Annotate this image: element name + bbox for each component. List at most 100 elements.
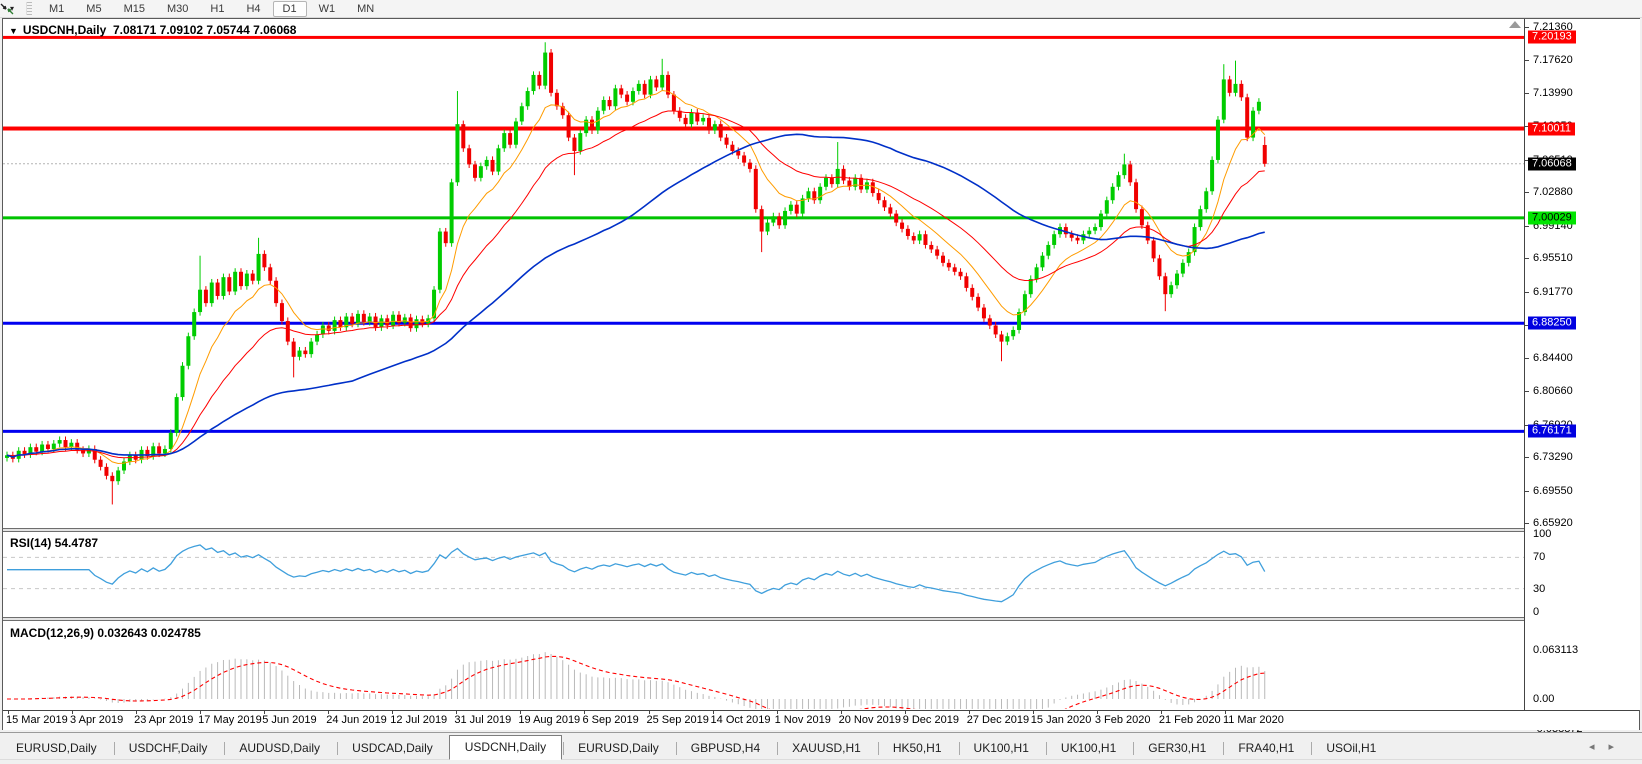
chart-tab-EURUSD-Daily[interactable]: EURUSD,Daily xyxy=(16,741,97,755)
date-tick xyxy=(968,711,970,714)
chart-tab-USOil-H1[interactable]: USOil,H1 xyxy=(1310,736,1392,760)
timeframe-button-H4[interactable]: H4 xyxy=(246,2,261,15)
macd-canvas[interactable] xyxy=(3,622,1524,709)
date-label: 17 May 2019 xyxy=(198,714,262,726)
chart-tab-XAUUSD-H1[interactable]: XAUUSD,H1 xyxy=(776,736,877,760)
toolbar-grip[interactable] xyxy=(26,2,33,15)
price-tick xyxy=(1525,92,1529,94)
date-tick xyxy=(136,711,138,714)
price-tick xyxy=(1525,159,1529,161)
plot-area[interactable]: ▼ USDCNH,Daily 7.08171 7.09102 7.05744 7.… xyxy=(3,19,1524,728)
price-tick xyxy=(1525,391,1529,393)
price-tick xyxy=(1525,424,1529,426)
price-badge-6.88250: 6.88250 xyxy=(1528,316,1576,330)
scroll-right-icon[interactable]: ▸ xyxy=(1608,741,1628,753)
level-line-6.8825[interactable] xyxy=(3,321,1524,325)
timeframe-button-M5[interactable]: M5 xyxy=(86,2,102,15)
rsi-label: RSI(14) 54.4787 xyxy=(10,536,99,550)
date-tick xyxy=(456,711,458,714)
price-tick xyxy=(1525,126,1529,128)
price-badge-6.76171: 6.76171 xyxy=(1528,424,1576,438)
rsi-axis-label: 100 xyxy=(1533,528,1552,540)
level-line-7.20193[interactable] xyxy=(3,35,1524,39)
chart-tab-USDCNH-Daily[interactable]: USDCNH,Daily xyxy=(448,735,563,760)
date-tick xyxy=(712,711,714,714)
chart-tab-UK100-H1[interactable]: UK100,H1 xyxy=(1045,736,1132,760)
date-tick xyxy=(904,711,906,714)
main-chart-canvas[interactable] xyxy=(3,19,1524,528)
chart-shift-marker[interactable] xyxy=(1509,21,1521,28)
date-label: 12 Jul 2019 xyxy=(390,714,448,726)
date-tick xyxy=(840,711,842,714)
chart-tab-UK100-H1[interactable]: UK100,H1 xyxy=(958,736,1045,760)
tool-dropdown-icon[interactable]: ▾ xyxy=(10,4,15,13)
timeframe-button-M15[interactable]: M15 xyxy=(123,2,145,15)
date-label: 19 Aug 2019 xyxy=(518,714,581,726)
ma-line-medium xyxy=(6,110,1265,459)
rsi-axis-label: 30 xyxy=(1533,582,1546,595)
chart-tab-GER30-H1[interactable]: GER30,H1 xyxy=(1132,736,1222,760)
macd-splitter[interactable] xyxy=(3,617,1639,621)
chart-tabs: EURUSD,Daily USDCHF,Daily AUDUSD,Daily USDC… xyxy=(0,735,1392,760)
date-tick xyxy=(1160,711,1162,714)
date-axis[interactable]: 15 Mar 2019 3 Apr 2019 23 Apr 2019 17 May 2… xyxy=(3,710,1639,730)
chart-tab-AUDUSD-Daily[interactable]: AUDUSD,Daily xyxy=(223,736,336,760)
macd-axis-label: 0.00 xyxy=(1533,693,1555,705)
chart-tab-HK50-H1[interactable]: HK50,H1 xyxy=(877,736,958,760)
date-tick xyxy=(1224,711,1226,714)
timeframe-buttons: M1 M5 M15 M30 H1 H4 D1 W1 MN xyxy=(38,0,385,17)
date-label: 14 Oct 2019 xyxy=(710,714,771,726)
rsi-axis-label: 0 xyxy=(1533,606,1540,618)
date-tick xyxy=(1032,711,1034,714)
date-tick xyxy=(648,711,650,714)
chart-tab-USDCAD-Daily[interactable]: USDCAD,Daily xyxy=(336,736,449,760)
scroll-left-icon[interactable]: ◂ xyxy=(1588,741,1609,753)
macd-axis-label: 0.063113 xyxy=(1533,644,1579,657)
timeframe-button-M1[interactable]: M1 xyxy=(49,2,65,15)
tab-scroll-arrows[interactable]: ◂▸ xyxy=(1589,740,1628,753)
ohlc-values: 7.08171 7.09102 7.05744 7.06068 xyxy=(112,23,297,37)
timeframe-button-MN[interactable]: MN xyxy=(357,2,375,15)
date-label: 5 Jun 2019 xyxy=(262,714,317,726)
symbol-dropdown-icon[interactable]: ▼ xyxy=(9,26,18,36)
price-axis[interactable]: 7.213607.176207.139907.102507.065107.028… xyxy=(1524,19,1640,735)
rsi-canvas[interactable] xyxy=(3,533,1524,617)
candles-group xyxy=(5,42,1267,505)
date-label: 20 Nov 2019 xyxy=(838,714,902,726)
level-line-6.76171[interactable] xyxy=(3,429,1524,433)
date-label: 31 Jul 2019 xyxy=(454,714,512,726)
date-tick xyxy=(328,711,330,714)
timeframe-button-W1[interactable]: W1 xyxy=(318,2,336,15)
price-tick-label: 6.73290 xyxy=(1533,451,1573,464)
chart-tab-EURUSD-Daily[interactable]: EURUSD,Daily xyxy=(562,736,675,760)
timeframe-button-M30[interactable]: M30 xyxy=(166,2,189,15)
price-badge-7.20193: 7.20193 xyxy=(1528,30,1576,44)
date-tick xyxy=(200,711,202,714)
price-tick-label: 7.17620 xyxy=(1533,54,1573,67)
chart-tab-FRA40-H1[interactable]: FRA40,H1 xyxy=(1222,736,1310,760)
price-badge-7.00029: 7.00029 xyxy=(1528,211,1576,225)
level-line-7.10011[interactable] xyxy=(3,126,1524,131)
price-tick xyxy=(1525,258,1529,260)
price-tick-label: 6.91770 xyxy=(1533,285,1573,298)
timeframe-button-D1[interactable]: D1 xyxy=(272,0,307,17)
chart-window: ▼ USDCNH,Daily 7.08171 7.09102 7.05744 7.… xyxy=(2,18,1640,735)
rsi-axis-label: 70 xyxy=(1533,551,1546,564)
date-label: 24 Jun 2019 xyxy=(326,714,387,726)
price-tick-label: 6.80660 xyxy=(1533,385,1573,398)
price-tick-label: 7.02880 xyxy=(1533,186,1573,199)
chart-tab-USDCHF-Daily[interactable]: USDCHF,Daily xyxy=(113,736,224,760)
chart-tab-GBPUSD-H4[interactable]: GBPUSD,H4 xyxy=(675,736,776,760)
ma-line-slow xyxy=(6,133,1265,458)
date-tick xyxy=(1096,711,1098,714)
date-label: 6 Sep 2019 xyxy=(582,714,639,726)
price-tick-label: 6.95510 xyxy=(1533,252,1573,265)
date-label: 11 Mar 2020 xyxy=(1222,714,1284,726)
date-label: 9 Dec 2019 xyxy=(902,714,959,726)
timeframe-button-H1[interactable]: H1 xyxy=(210,2,225,15)
date-label: 1 Nov 2019 xyxy=(774,714,831,726)
macd-histogram xyxy=(12,652,1266,709)
rsi-splitter[interactable] xyxy=(3,528,1639,532)
price-tick xyxy=(1525,26,1529,28)
